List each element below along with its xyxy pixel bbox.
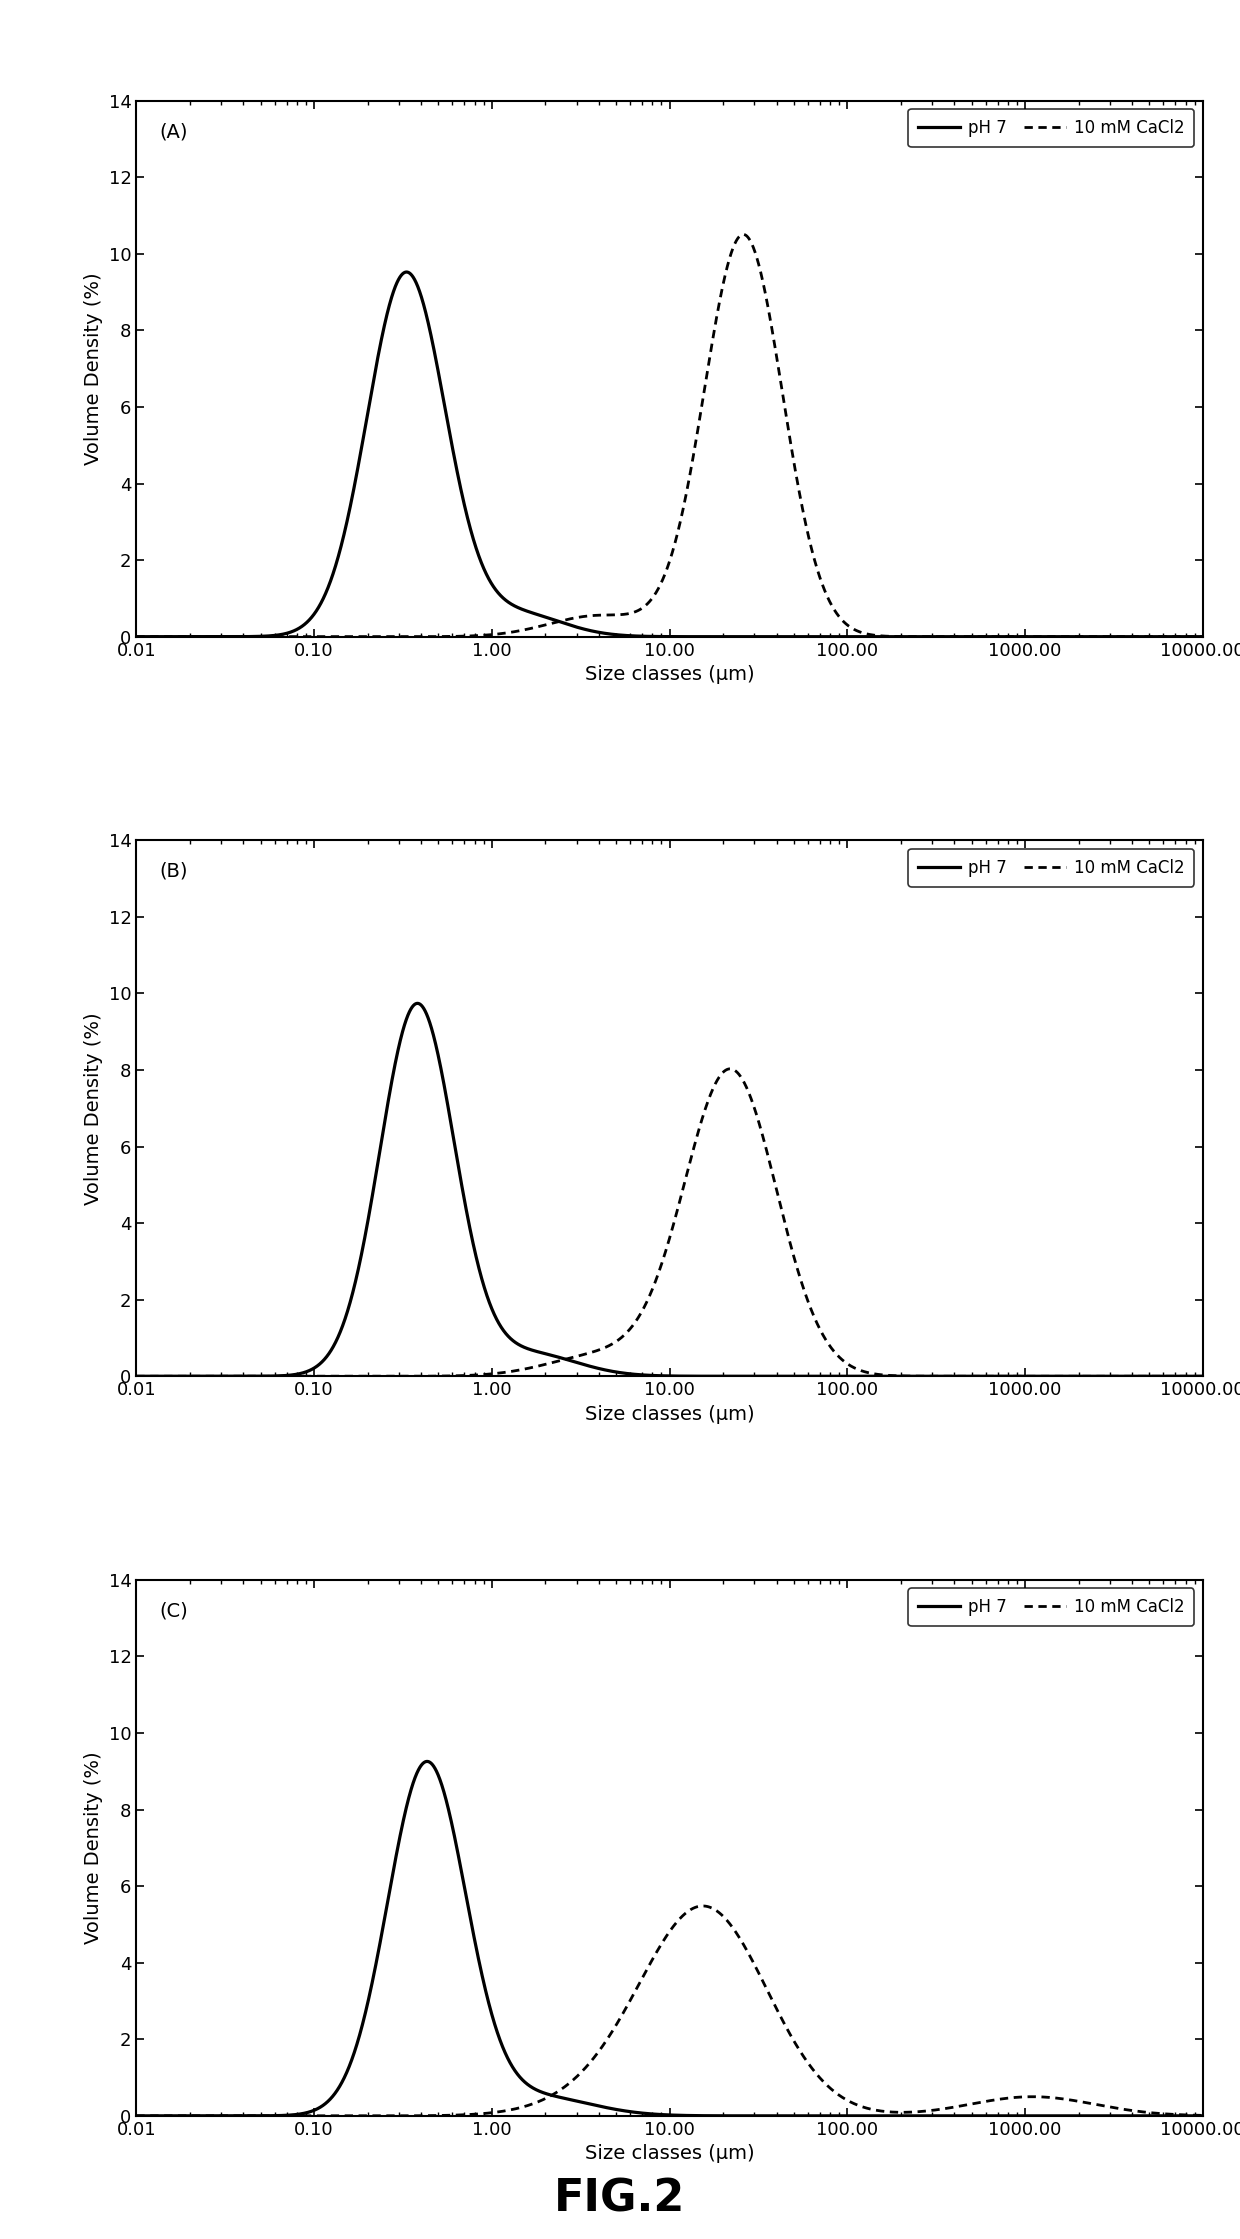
X-axis label: Size classes (μm): Size classes (μm) — [585, 665, 754, 685]
pH 7 — [1209, 1364, 1224, 1390]
Line: pH 7: pH 7 — [119, 1003, 1216, 1377]
pH 7 — [410, 990, 425, 1017]
10 mM CaCl2 — [510, 2096, 525, 2123]
Text: FIG.2: FIG.2 — [554, 2176, 686, 2221]
pH 7 — [985, 1364, 999, 1390]
10 mM CaCl2 — [925, 2096, 940, 2123]
Text: (C): (C) — [160, 1601, 188, 1621]
Line: 10 mM CaCl2: 10 mM CaCl2 — [119, 1068, 1216, 1377]
10 mM CaCl2 — [167, 2102, 182, 2129]
Y-axis label: Volume Density (%): Volume Density (%) — [84, 273, 103, 466]
Line: 10 mM CaCl2: 10 mM CaCl2 — [119, 1905, 1216, 2116]
10 mM CaCl2 — [510, 618, 525, 645]
10 mM CaCl2 — [510, 1357, 525, 1384]
Y-axis label: Volume Density (%): Volume Density (%) — [84, 1751, 103, 1943]
10 mM CaCl2 — [1209, 1364, 1224, 1390]
pH 7 — [112, 1364, 126, 1390]
10 mM CaCl2 — [810, 2060, 825, 2087]
10 mM CaCl2 — [985, 1364, 999, 1390]
pH 7 — [925, 622, 940, 649]
Line: pH 7: pH 7 — [119, 1762, 1216, 2116]
10 mM CaCl2 — [167, 1364, 182, 1390]
pH 7 — [419, 1749, 434, 1776]
pH 7 — [167, 622, 182, 649]
10 mM CaCl2 — [761, 1979, 776, 2006]
10 mM CaCl2 — [1209, 2102, 1224, 2129]
X-axis label: Size classes (μm): Size classes (μm) — [585, 1404, 754, 1424]
pH 7 — [810, 622, 825, 649]
10 mM CaCl2 — [696, 1892, 711, 1919]
10 mM CaCl2 — [761, 1146, 776, 1173]
pH 7 — [510, 1330, 525, 1357]
pH 7 — [761, 2102, 776, 2129]
pH 7 — [810, 1364, 825, 1390]
10 mM CaCl2 — [1209, 622, 1224, 649]
pH 7 — [112, 622, 126, 649]
Line: 10 mM CaCl2: 10 mM CaCl2 — [119, 235, 1216, 636]
pH 7 — [985, 2102, 999, 2129]
10 mM CaCl2 — [112, 2102, 126, 2129]
Legend: pH 7, 10 mM CaCl2: pH 7, 10 mM CaCl2 — [909, 849, 1194, 887]
Y-axis label: Volume Density (%): Volume Density (%) — [84, 1012, 103, 1205]
10 mM CaCl2 — [167, 622, 182, 649]
pH 7 — [761, 622, 776, 649]
Text: (B): (B) — [160, 862, 188, 880]
pH 7 — [112, 2102, 126, 2129]
pH 7 — [167, 2102, 182, 2129]
pH 7 — [925, 2102, 940, 2129]
pH 7 — [510, 593, 525, 620]
Legend: pH 7, 10 mM CaCl2: pH 7, 10 mM CaCl2 — [909, 1587, 1194, 1626]
10 mM CaCl2 — [985, 622, 999, 649]
10 mM CaCl2 — [925, 1364, 940, 1390]
10 mM CaCl2 — [112, 1364, 126, 1390]
pH 7 — [167, 1364, 182, 1390]
X-axis label: Size classes (μm): Size classes (μm) — [585, 2145, 754, 2163]
10 mM CaCl2 — [810, 553, 825, 580]
pH 7 — [1209, 622, 1224, 649]
Text: (A): (A) — [160, 123, 188, 141]
10 mM CaCl2 — [985, 2087, 999, 2114]
pH 7 — [985, 622, 999, 649]
pH 7 — [925, 1364, 940, 1390]
pH 7 — [1209, 2102, 1224, 2129]
10 mM CaCl2 — [925, 622, 940, 649]
pH 7 — [399, 257, 414, 284]
Line: pH 7: pH 7 — [119, 271, 1216, 636]
10 mM CaCl2 — [735, 222, 750, 249]
10 mM CaCl2 — [761, 298, 776, 325]
10 mM CaCl2 — [112, 622, 126, 649]
pH 7 — [761, 1364, 776, 1390]
10 mM CaCl2 — [723, 1055, 738, 1081]
pH 7 — [810, 2102, 825, 2129]
10 mM CaCl2 — [810, 1310, 825, 1337]
pH 7 — [510, 2060, 525, 2087]
Legend: pH 7, 10 mM CaCl2: pH 7, 10 mM CaCl2 — [909, 110, 1194, 148]
